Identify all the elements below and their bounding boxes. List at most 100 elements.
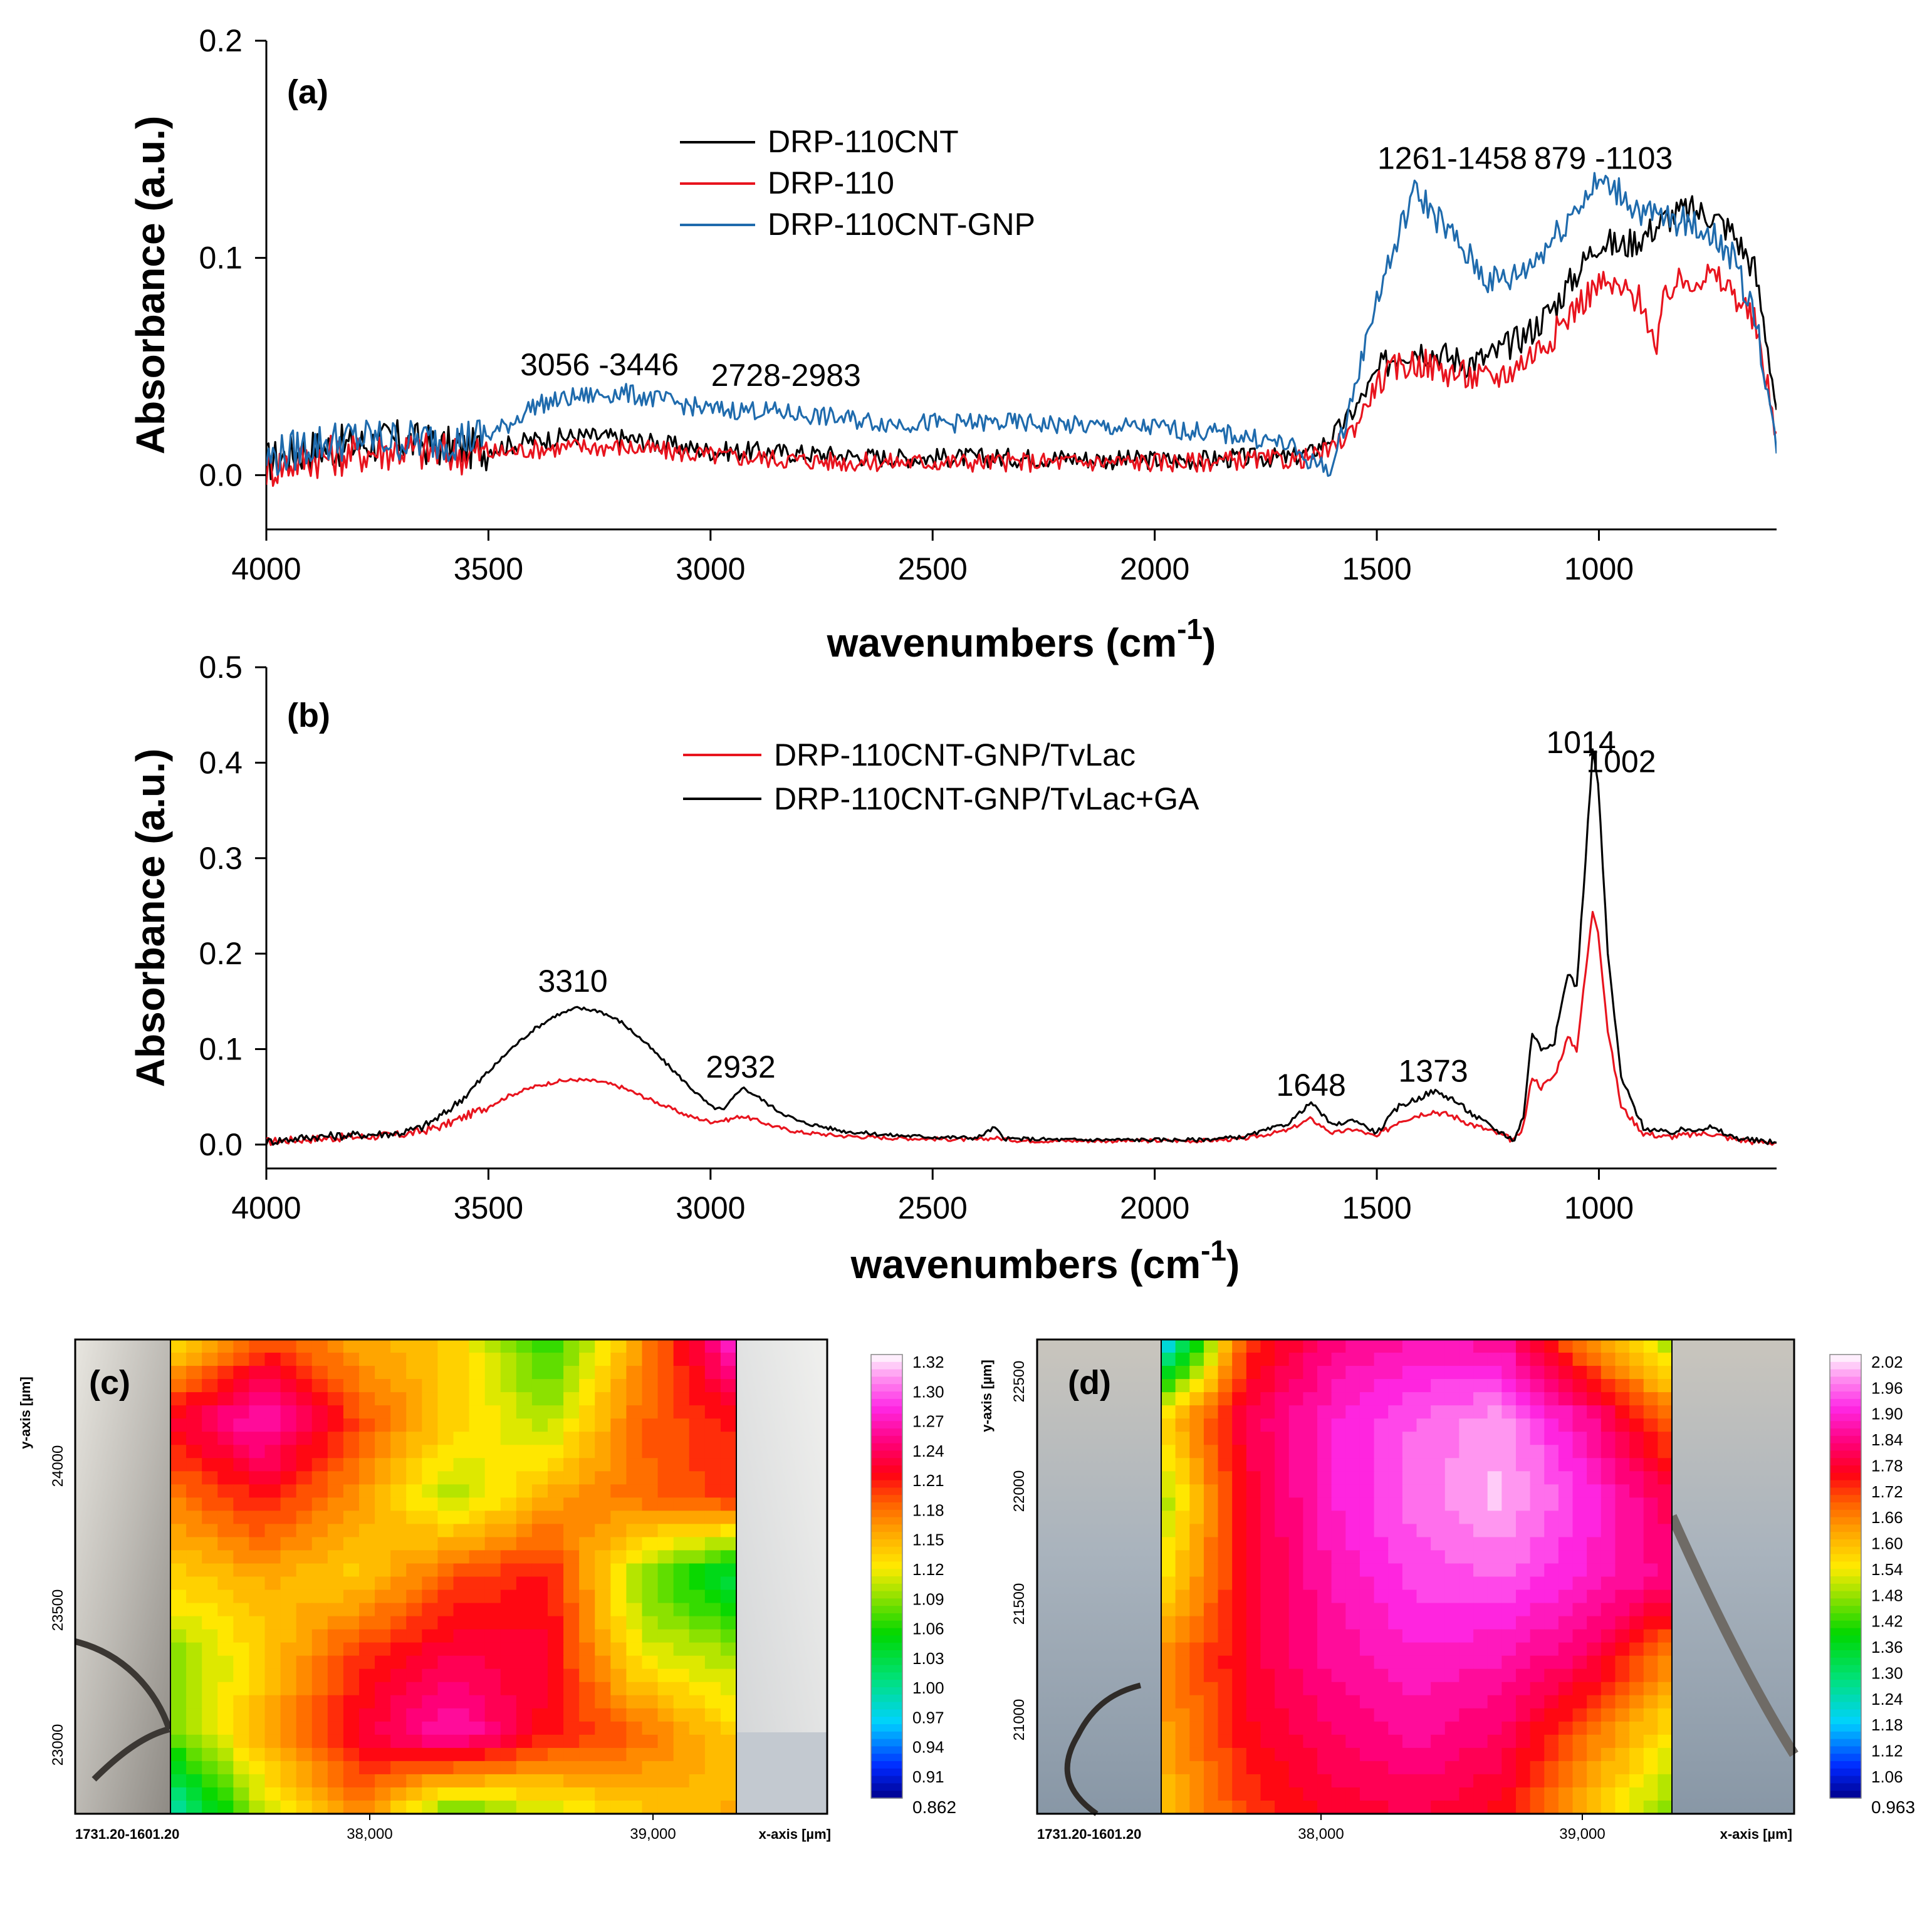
panel-c-map-cell-5-16 xyxy=(422,1405,439,1419)
panel-c-colorbar-tick-1.32: 1.32 xyxy=(912,1353,944,1371)
panel-d-map-cell-21-7 xyxy=(1260,1616,1275,1630)
panel-c-map-cell-19-1 xyxy=(186,1589,202,1604)
panel-d-map-cell-30-7 xyxy=(1260,1734,1275,1749)
panel-c-map-cell-23-24 xyxy=(548,1642,564,1657)
panel-d-map-cell-31-8 xyxy=(1275,1747,1290,1762)
panel-c-map-cell-19-32 xyxy=(673,1589,690,1604)
panel-c-map-cell-21-24 xyxy=(548,1616,564,1630)
panel-c-map-cell-6-2 xyxy=(202,1418,219,1432)
panel-c-map-cell-6-19 xyxy=(469,1418,486,1432)
panel-d-map-cell-24-33 xyxy=(1629,1655,1644,1670)
panel-d-map-cell-18-17 xyxy=(1402,1576,1418,1591)
panel-d-map-cell-21-27 xyxy=(1544,1616,1559,1630)
panel-c-map-cell-7-0 xyxy=(170,1432,187,1446)
panel-d-map-cell-3-9 xyxy=(1288,1379,1304,1393)
panel-d-map-cell-5-30 xyxy=(1587,1405,1602,1419)
panel-d-map-cell-20-32 xyxy=(1615,1603,1630,1617)
panel-d-map-cell-29-6 xyxy=(1246,1721,1261,1735)
panel-c-map-cell-25-0 xyxy=(170,1668,187,1683)
panel-c-map-cell-29-8 xyxy=(296,1721,313,1735)
panel-d-map-cell-21-29 xyxy=(1572,1616,1587,1630)
panel-d-map-cell-15-35 xyxy=(1658,1537,1673,1551)
panel-d-map-cell-25-14 xyxy=(1359,1668,1375,1683)
panel-d-map-cell-15-3 xyxy=(1203,1537,1219,1551)
panel-d-map-cell-11-22 xyxy=(1473,1484,1488,1499)
panel-c-map-cell-2-29 xyxy=(626,1366,643,1380)
panel-c-map-cell-32-21 xyxy=(500,1761,517,1775)
panel-d-map-cell-21-32 xyxy=(1615,1616,1630,1630)
panel-d-map-cell-19-11 xyxy=(1317,1589,1332,1604)
panel-c-map-cell-1-5 xyxy=(249,1353,266,1366)
panel-c-map-cell-14-16 xyxy=(422,1524,439,1538)
panel-d-map-cell-16-1 xyxy=(1175,1550,1191,1564)
panel-c-map-cell-31-2 xyxy=(202,1747,219,1762)
panel-c-map-cell-24-17 xyxy=(437,1655,454,1670)
panel-d-map-cell-33-32 xyxy=(1615,1774,1630,1788)
panel-d-map-cell-23-21 xyxy=(1459,1642,1474,1657)
panel-c-map-cell-3-1 xyxy=(186,1379,202,1393)
panel-d-map-cell-27-15 xyxy=(1374,1695,1389,1709)
panel-d-map-cell-1-19 xyxy=(1431,1353,1446,1366)
panel-d-map-cell-1-32 xyxy=(1615,1353,1630,1366)
panel-c-map-cell-0-24 xyxy=(548,1339,564,1353)
panel-d-map-cell-35-17 xyxy=(1402,1800,1418,1814)
panel-c-map-cell-4-20 xyxy=(484,1392,501,1406)
panel-d-map-cell-8-23 xyxy=(1487,1445,1503,1459)
panel-c-map-cell-22-22 xyxy=(516,1629,533,1643)
panel-c-map-cell-34-25 xyxy=(563,1787,580,1801)
panel-c-map-cell-4-12 xyxy=(359,1392,375,1406)
panel-c-map-cell-19-6 xyxy=(264,1589,281,1604)
panel-d-map-cell-8-10 xyxy=(1303,1445,1318,1459)
panel-d-map-cell-34-7 xyxy=(1260,1787,1275,1801)
panel-d-map-cell-25-13 xyxy=(1345,1668,1360,1683)
panel-c-map-cell-12-24 xyxy=(548,1497,564,1512)
panel-c-map-cell-27-21 xyxy=(500,1695,517,1709)
panel-c-map-cell-25-21 xyxy=(500,1668,517,1683)
panel-d-map-cell-4-22 xyxy=(1473,1392,1488,1406)
panel-d-map-cell-13-32 xyxy=(1615,1511,1630,1525)
panel-d-map-cell-32-10 xyxy=(1303,1761,1318,1775)
panel-c-map-cell-28-33 xyxy=(689,1708,706,1722)
panel-c-map-cell-24-6 xyxy=(264,1655,281,1670)
panel-c-map-cell-22-3 xyxy=(217,1629,234,1643)
panel-c-map-cell-11-27 xyxy=(595,1484,612,1499)
panel-d-map-cell-23-32 xyxy=(1615,1642,1630,1657)
panel-c-map-cell-13-28 xyxy=(610,1511,627,1525)
panel-c-map-cell-4-1 xyxy=(186,1392,202,1406)
panel-d-map-cell-24-6 xyxy=(1246,1655,1261,1670)
panel-d-map-cell-5-22 xyxy=(1473,1405,1488,1419)
panel-d-map-cell-32-14 xyxy=(1359,1761,1375,1775)
panel-d-map-cell-6-32 xyxy=(1615,1418,1630,1432)
panel-d-map-cell-20-24 xyxy=(1501,1603,1517,1617)
panel-c-map-cell-22-14 xyxy=(390,1629,407,1643)
panel-d-map-cell-19-32 xyxy=(1615,1589,1630,1604)
panel-c-map-cell-19-21 xyxy=(500,1589,517,1604)
panel-c-map-cell-0-17 xyxy=(437,1339,454,1353)
panel-d-map-cell-16-7 xyxy=(1260,1550,1275,1564)
panel-d-map-cell-15-4 xyxy=(1218,1537,1233,1551)
panel-c-map-cell-20-33 xyxy=(689,1603,706,1617)
panel-d-map-cell-1-33 xyxy=(1629,1353,1644,1366)
panel-c-map-cell-11-31 xyxy=(657,1484,674,1499)
panel-c-map-cell-7-2 xyxy=(202,1432,219,1446)
panel-c-map-cell-32-10 xyxy=(327,1761,344,1775)
panel-d-map-cell-17-32 xyxy=(1615,1563,1630,1578)
panel-c-map-cell-16-13 xyxy=(375,1550,391,1564)
panel-d-map-cell-21-5 xyxy=(1232,1616,1247,1630)
panel-d-map-cell-18-23 xyxy=(1487,1576,1503,1591)
panel-d-map-cell-5-12 xyxy=(1331,1405,1347,1419)
panel-c-colorbar-band-47 xyxy=(871,1702,902,1710)
panel-c-map-cell-3-3 xyxy=(217,1379,234,1393)
panel-d-colorbar-band-47 xyxy=(1830,1702,1861,1710)
panel-c-map-cell-4-5 xyxy=(249,1392,266,1406)
panel-c-map-cell-28-25 xyxy=(563,1708,580,1722)
panel-d-map-cell-24-3 xyxy=(1203,1655,1219,1670)
panel-c-map-cell-25-15 xyxy=(406,1668,423,1683)
panel-d-map-cell-32-35 xyxy=(1658,1761,1673,1775)
panel-d-map-cell-29-8 xyxy=(1275,1721,1290,1735)
panel-c-map-cell-24-28 xyxy=(610,1655,627,1670)
panel-d-map-cell-18-11 xyxy=(1317,1576,1332,1591)
panel-c-map-cell-3-5 xyxy=(249,1379,266,1393)
panel-c-map-cell-8-12 xyxy=(359,1445,375,1459)
panel-c-map-cell-2-18 xyxy=(453,1366,470,1380)
